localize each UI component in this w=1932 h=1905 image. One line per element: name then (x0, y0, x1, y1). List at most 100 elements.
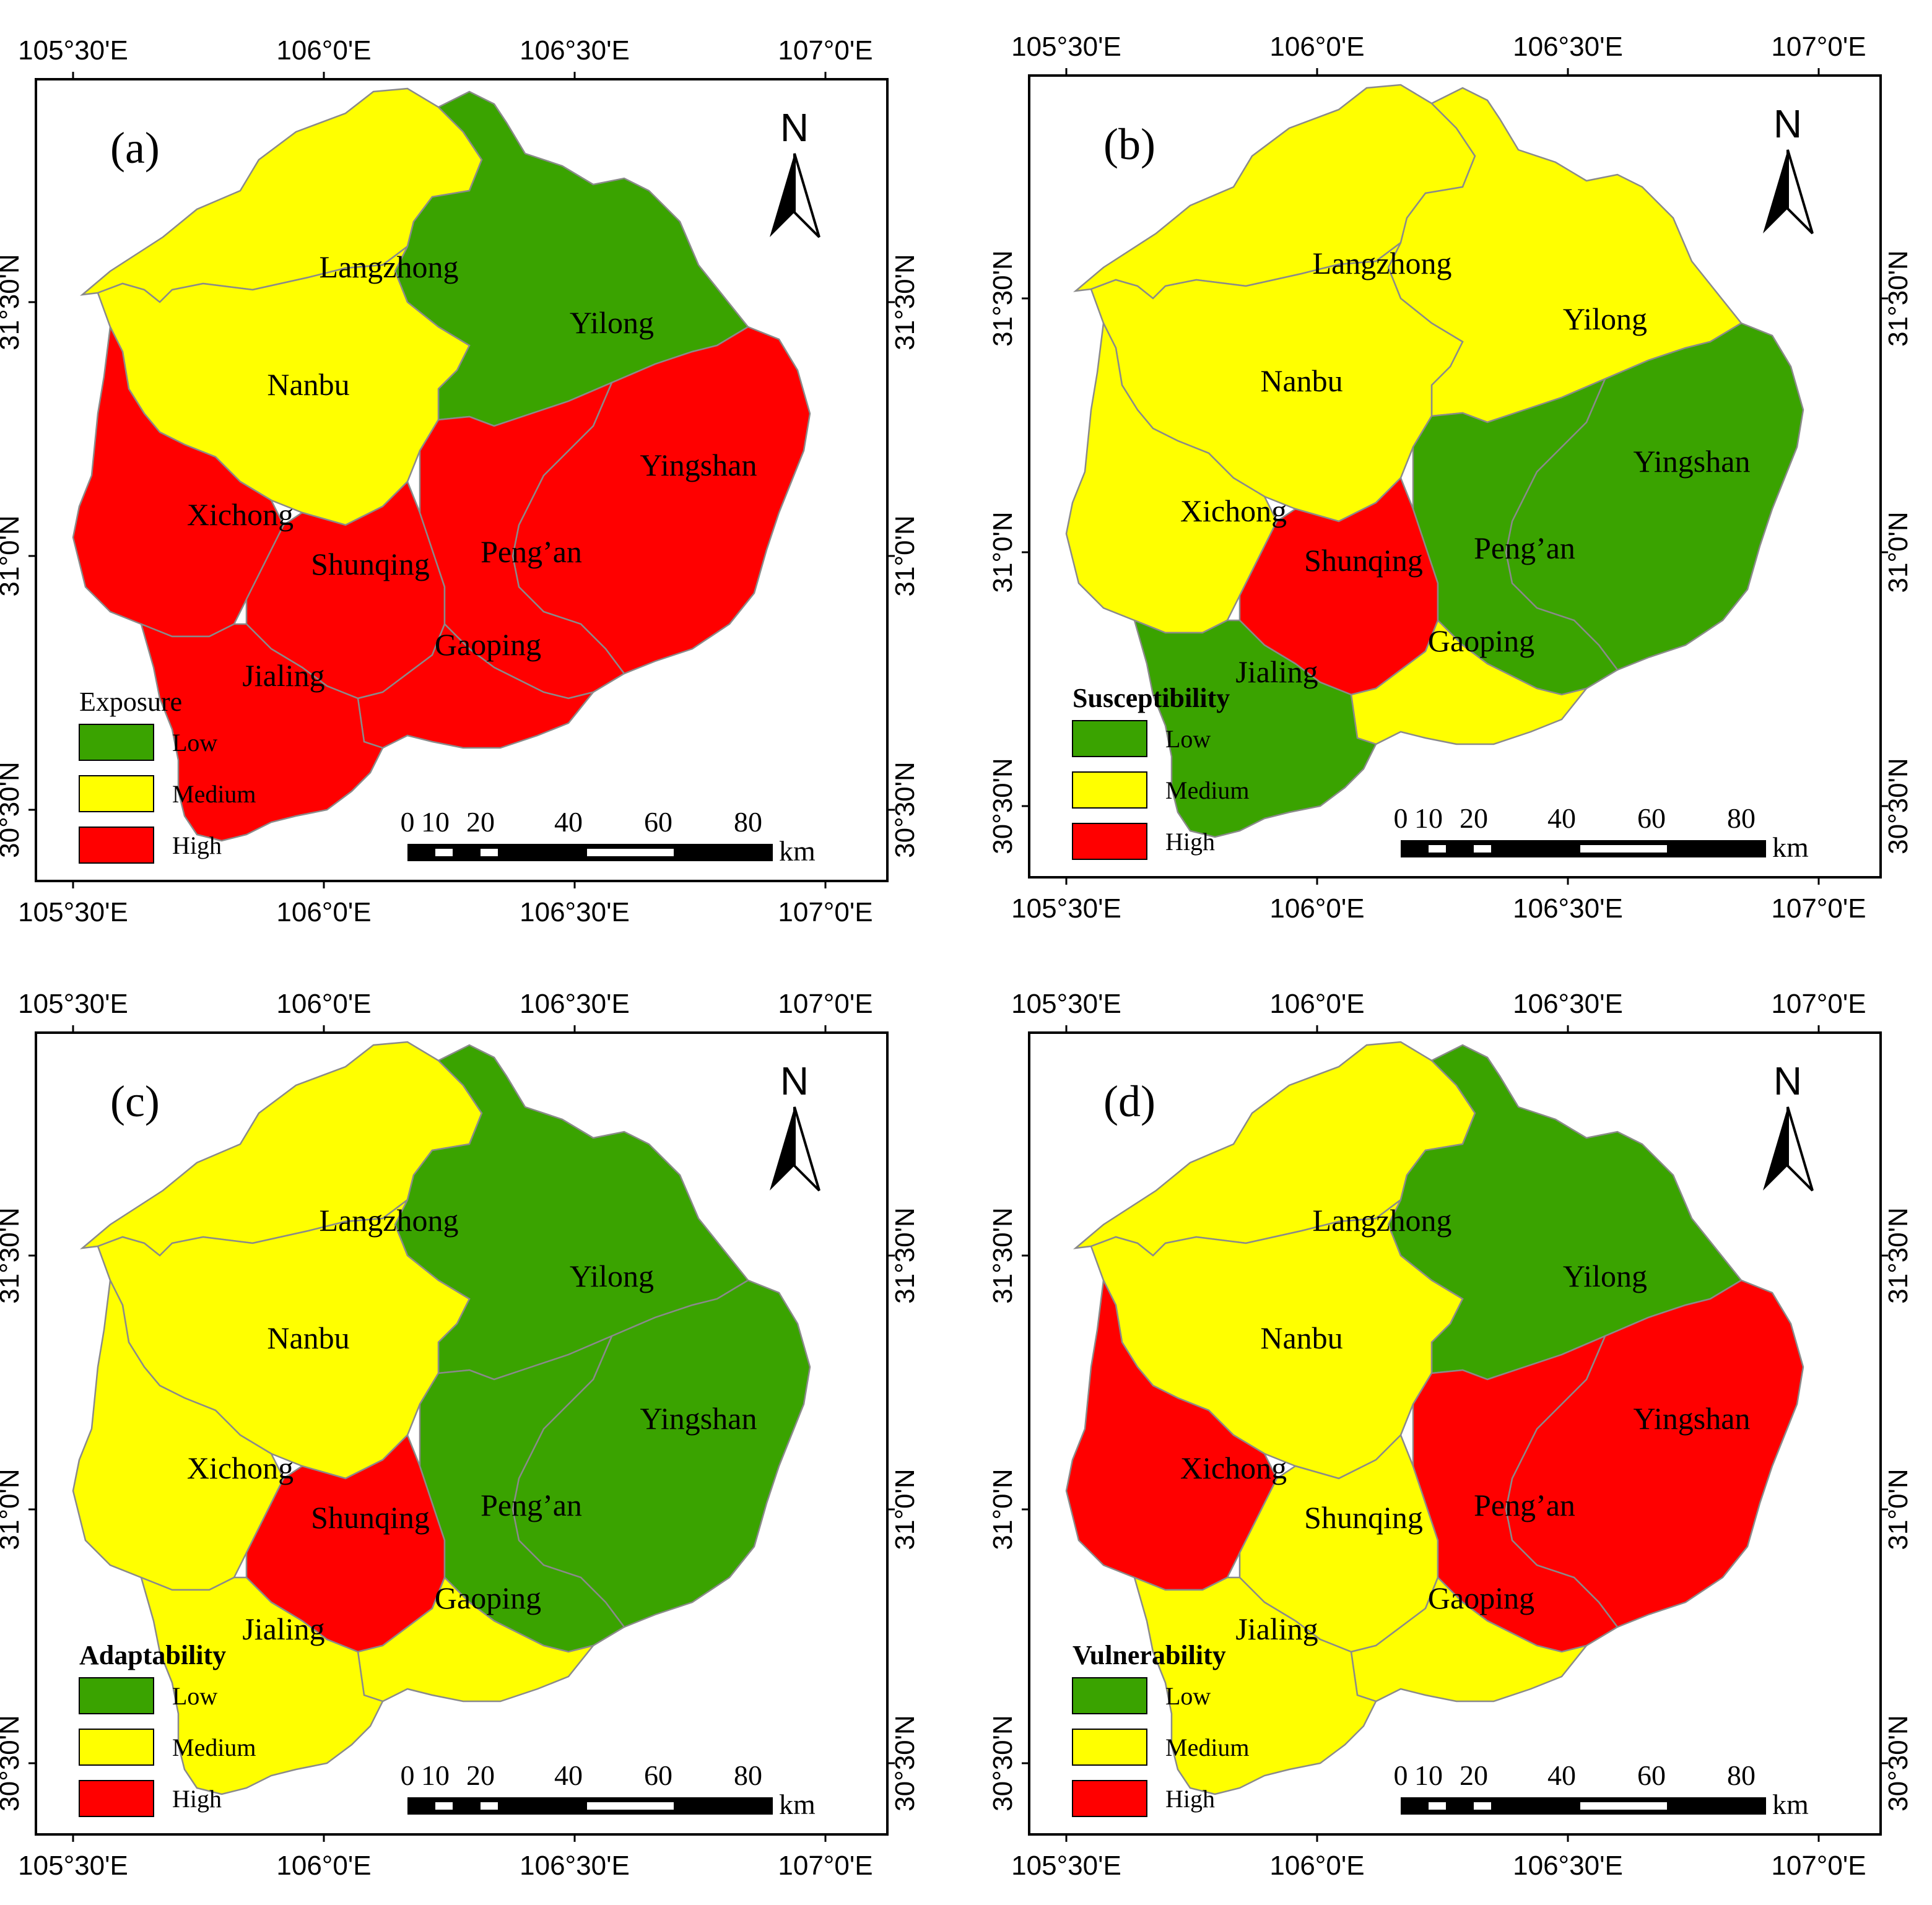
district-jialing (1133, 618, 1377, 838)
scale-tick-label: 20 (466, 806, 495, 838)
north-arrow-icon (770, 1106, 820, 1192)
legend-label-low: Low (172, 729, 217, 757)
lon-label-top: 106°30'E (520, 989, 630, 1019)
north-arrow-icon (1763, 1106, 1814, 1192)
legend-title: Vulnerability (1073, 1640, 1226, 1670)
district-label-pengan: Peng’an (481, 1488, 582, 1522)
lat-label-right: 31°0'N (890, 515, 920, 596)
lon-label-top: 106°30'E (520, 35, 630, 66)
district-label-jialing: Jialing (1235, 654, 1318, 689)
district-label-pengan: Peng’an (481, 534, 582, 569)
lat-label-left: 31°0'N (988, 1469, 1018, 1550)
lat-label-left: 30°30'N (988, 758, 1018, 854)
scale-tick-label: 40 (554, 806, 583, 838)
lat-label-right: 31°30'N (1883, 1207, 1913, 1304)
legend-label-low: Low (1165, 725, 1211, 753)
scale-tick-label: 10 (1414, 1760, 1443, 1791)
lat-label-left: 30°30'N (988, 1715, 1018, 1812)
scale-tick-label: 60 (644, 806, 672, 838)
lon-label-bottom: 106°0'E (276, 897, 371, 927)
lat-label-left: 31°30'N (0, 1207, 25, 1304)
lon-label-bottom: 107°0'E (1771, 1851, 1866, 1881)
legend-swatch-medium (79, 1729, 154, 1766)
district-label-langzhong: Langzhong (1313, 1203, 1452, 1238)
district-label-yingshan: Yingshan (640, 1401, 757, 1436)
legend-title: Susceptibility (1073, 683, 1230, 713)
scale-tick-label: 20 (1460, 1760, 1488, 1791)
district-label-jialing: Jialing (1235, 1612, 1318, 1646)
lon-label-bottom: 105°30'E (1011, 1851, 1121, 1881)
legend-swatch-high (1072, 823, 1147, 860)
scale-tick-label: 80 (1727, 1760, 1756, 1791)
scale-bar (407, 1797, 773, 1815)
lat-label-right: 31°30'N (890, 1207, 920, 1304)
legend-label-high: High (1165, 828, 1215, 856)
lon-label-bottom: 105°30'E (18, 897, 128, 927)
lon-label-top: 106°0'E (276, 989, 371, 1019)
map-panel-a: Langzhong Yilong Nanbu Yingshan Xichong Shunq… (0, 35, 920, 927)
lon-label-top: 107°0'E (778, 35, 872, 66)
map-panel-c: Langzhong Yilong Nanbu Yingshan Xichong Shunq… (0, 989, 920, 1881)
lat-label-left: 31°30'N (0, 254, 25, 350)
district-gaoping (1350, 1576, 1589, 1703)
district-gaoping (1350, 618, 1589, 745)
legend-title: Exposure (79, 687, 182, 717)
scale-tick-label: 40 (554, 1760, 583, 1791)
lon-label-bottom: 106°0'E (1269, 1851, 1364, 1881)
scale-tick-label: 0 (401, 806, 415, 838)
lat-label-left: 31°0'N (0, 515, 25, 596)
legend-label-high: High (1165, 1785, 1215, 1813)
panel-label: (d) (1103, 1077, 1155, 1126)
legend-swatch-medium (79, 775, 154, 812)
lon-label-bottom: 107°0'E (1771, 893, 1866, 924)
lat-label-right: 31°30'N (1883, 250, 1913, 347)
scale-bar (407, 844, 773, 861)
district-label-langzhong: Langzhong (320, 1203, 459, 1238)
lon-label-top: 105°30'E (1011, 32, 1121, 62)
scale-tick-label: 80 (734, 1760, 762, 1791)
lon-label-bottom: 107°0'E (778, 897, 872, 927)
lon-label-bottom: 106°0'E (276, 1851, 371, 1881)
lon-label-bottom: 106°30'E (520, 897, 630, 927)
scale-unit: km (779, 1789, 816, 1820)
district-label-nanbu: Nanbu (267, 1321, 349, 1355)
scale-tick-label: 60 (1637, 1760, 1666, 1791)
legend-swatch-low (79, 1677, 154, 1714)
scale-tick-label: 40 (1547, 802, 1576, 834)
scale-tick-label: 80 (734, 806, 762, 838)
district-label-xichong: Xichong (187, 1451, 294, 1485)
lat-label-right: 30°30'N (1883, 1715, 1913, 1812)
lat-label-right: 31°30'N (890, 254, 920, 350)
lon-label-bottom: 107°0'E (778, 1851, 872, 1881)
district-label-yingshan: Yingshan (1634, 444, 1751, 479)
legend-swatch-high (79, 827, 154, 864)
scale-tick-label: 40 (1547, 1760, 1576, 1791)
legend-swatch-medium (1072, 1729, 1147, 1766)
legend-label-low: Low (1165, 1682, 1211, 1710)
district-label-yilong: Yilong (570, 305, 654, 340)
district-label-jialing: Jialing (242, 1612, 324, 1646)
district-label-yilong: Yilong (570, 1259, 654, 1293)
district-label-shunqing: Shunqing (1304, 1500, 1423, 1535)
lon-label-top: 107°0'E (1771, 989, 1866, 1019)
north-arrow-icon (1763, 149, 1814, 235)
scale-unit: km (779, 835, 816, 867)
scale-tick-label: 0 (1394, 802, 1408, 834)
north-arrow-icon (770, 153, 820, 238)
district-jialing (1133, 1576, 1377, 1795)
district-label-shunqing: Shunqing (311, 547, 430, 581)
lon-label-top: 106°30'E (1513, 989, 1623, 1019)
lon-label-top: 107°0'E (778, 989, 872, 1019)
lon-label-bottom: 106°30'E (1513, 1851, 1623, 1881)
scale-tick-label: 60 (644, 1760, 672, 1791)
legend-swatch-high (1072, 1780, 1147, 1817)
legend-swatch-low (1072, 720, 1147, 757)
lon-label-top: 105°30'E (18, 35, 128, 66)
north-label: N (1773, 1059, 1802, 1103)
lat-label-left: 31°30'N (988, 1207, 1018, 1304)
district-label-pengan: Peng’an (1474, 531, 1575, 565)
legend-label-medium: Medium (1165, 776, 1250, 804)
legend-title: Adaptability (79, 1640, 226, 1670)
scale-bar (1401, 840, 1766, 857)
scale-tick-label: 60 (1637, 802, 1666, 834)
